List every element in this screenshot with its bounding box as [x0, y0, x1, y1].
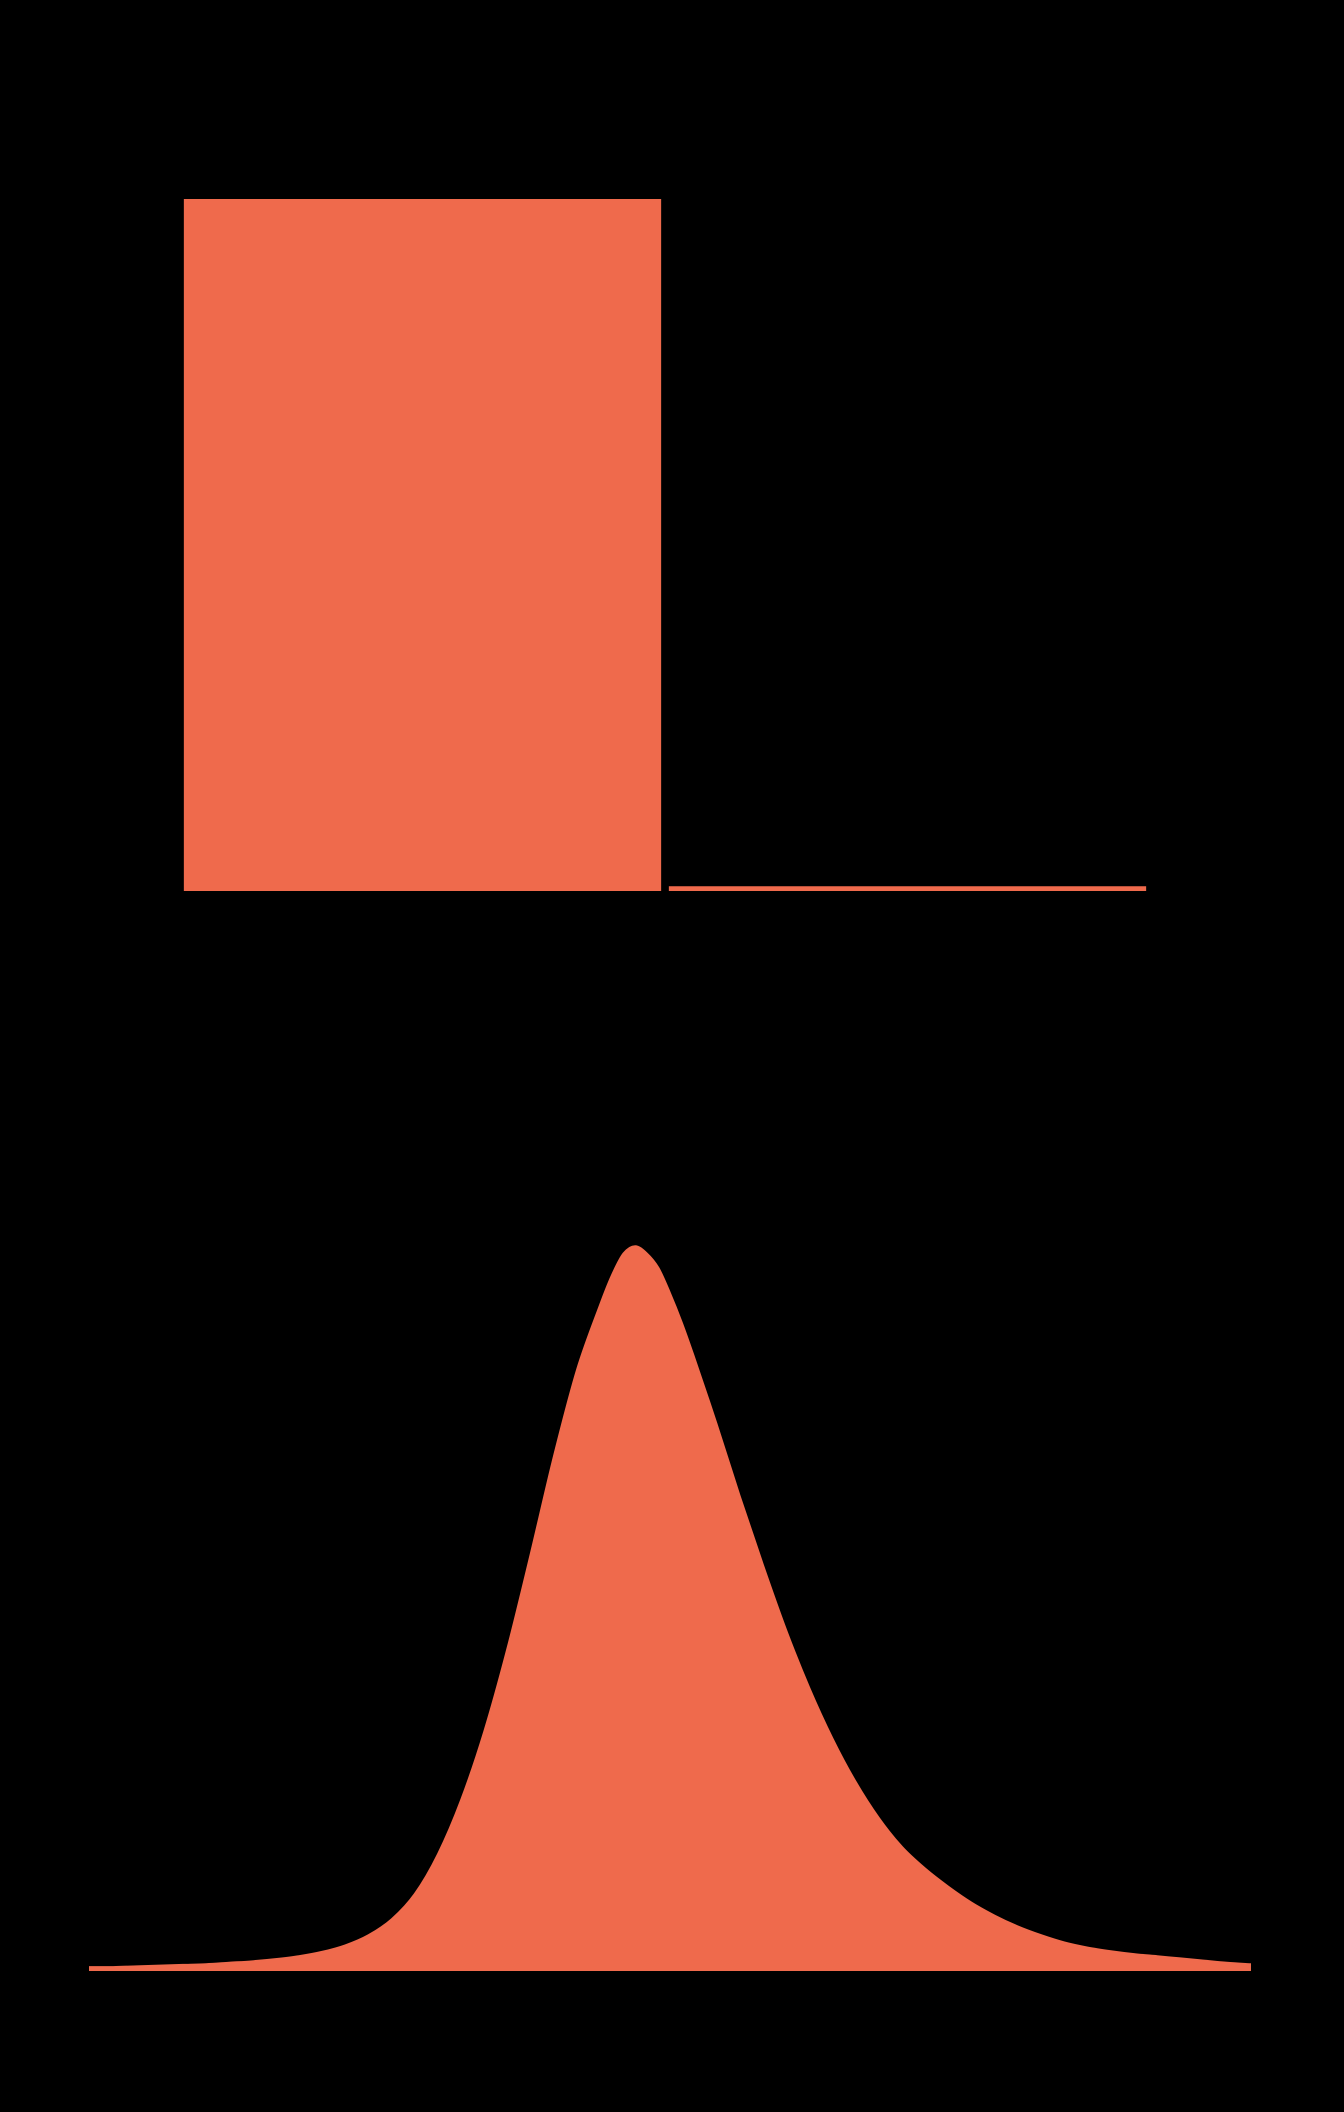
- bar: [185, 200, 660, 890]
- figure-canvas: [0, 0, 1344, 2112]
- figure-svg: [0, 0, 1344, 2112]
- bar: [670, 887, 1145, 890]
